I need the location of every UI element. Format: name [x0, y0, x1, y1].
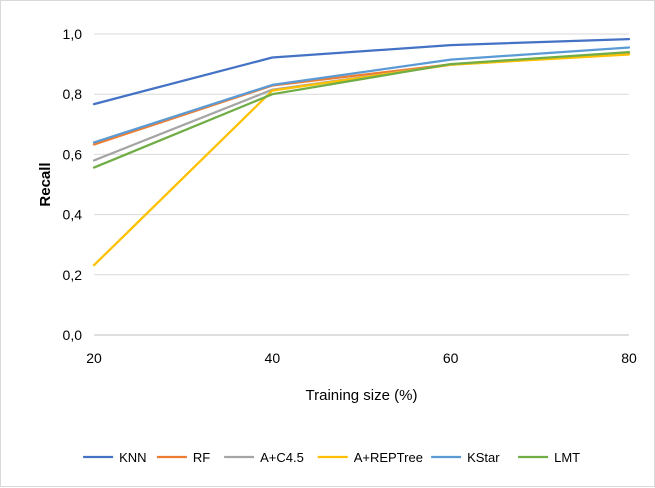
legend-label: KStar [467, 450, 500, 465]
series-line-a-c4-5 [92, 52, 631, 162]
y-tick-label: 1,0 [63, 26, 83, 42]
legend-item: RF [156, 450, 210, 465]
y-axis-ticks: 0,0 0,2 0,4 0,6 0,8 1,0 [63, 26, 83, 343]
legend-label: LMT [554, 450, 580, 465]
series-line-kstar [92, 46, 631, 144]
y-tick-label: 0,4 [63, 207, 83, 223]
x-tick-label: 20 [86, 350, 102, 366]
legend-item: A+REPTree [317, 450, 423, 465]
series-lines [92, 37, 631, 267]
x-tick-label: 60 [443, 350, 459, 366]
x-tick-label: 40 [265, 350, 281, 366]
y-tick-label: 0,6 [63, 146, 83, 162]
y-tick-label: 0,8 [63, 86, 83, 102]
legend-label: RF [193, 450, 210, 465]
x-axis-title: Training size (%) [306, 387, 418, 404]
series-line-a-reptree [92, 53, 631, 267]
legend-label: A+C4.5 [260, 450, 304, 465]
x-tick-label: 80 [621, 350, 637, 366]
legend-item: KNN [83, 450, 147, 465]
series-line-lmt [92, 50, 631, 169]
legend-item: A+C4.5 [224, 450, 304, 465]
gridlines [94, 33, 629, 336]
x-axis-ticks: 20 40 60 80 [86, 350, 637, 366]
legend-item: KStar [431, 450, 500, 465]
legend-label: KNN [119, 450, 146, 465]
legend-label: A+REPTree [354, 450, 423, 465]
legend: KNN RF A+C4.5 A+REPTree KStar LMT [83, 450, 580, 465]
y-tick-label: 0,2 [63, 267, 83, 283]
legend-item: LMT [518, 450, 580, 465]
series-line-knn [92, 37, 631, 106]
y-tick-label: 0,0 [63, 327, 83, 343]
series-line-rf [92, 51, 631, 146]
y-axis-title: Recall [37, 162, 54, 206]
